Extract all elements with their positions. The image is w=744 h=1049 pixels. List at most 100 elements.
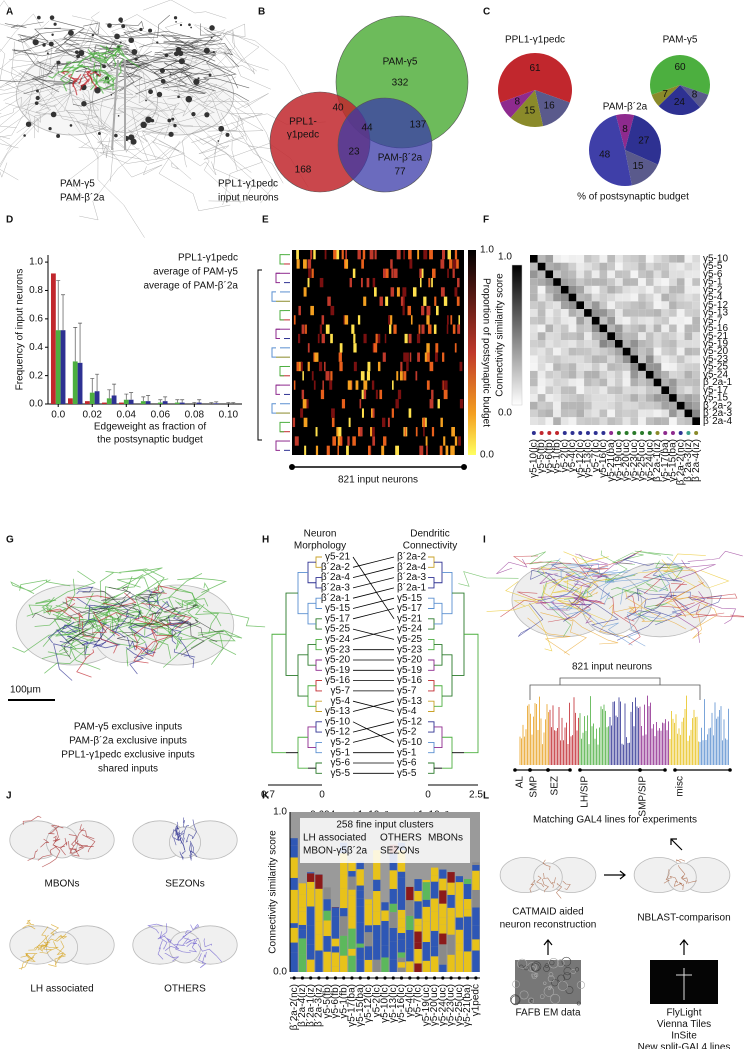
- stack-segment: [381, 920, 389, 930]
- matrix-cell: [669, 401, 677, 410]
- column-label: γ5-10(lc): [529, 439, 540, 478]
- neurite: [210, 45, 257, 72]
- dendrogram: [428, 741, 435, 754]
- group-dot: [325, 976, 329, 980]
- matrix-cell: [568, 394, 577, 402]
- neurite: [682, 877, 697, 884]
- neurite: [17, 34, 44, 85]
- matrix-cell: [684, 332, 693, 340]
- stack-segment: [315, 921, 323, 935]
- group-dot: [317, 976, 321, 980]
- matrix-cell: [692, 355, 700, 364]
- matrix-cell: [638, 409, 646, 418]
- matrix-cell: [645, 301, 654, 310]
- matrix-cell: [615, 262, 623, 271]
- stack-segment: [373, 860, 381, 880]
- matrix-cell: [530, 278, 538, 286]
- neurite: [100, 96, 138, 136]
- bar: [55, 330, 61, 404]
- pie-slice: [500, 90, 535, 118]
- soma: [173, 123, 177, 128]
- panel-letter: G: [6, 535, 14, 546]
- matrix-cell: [568, 301, 577, 310]
- matrix-cell: [645, 401, 654, 410]
- heatmap-cell: [296, 259, 300, 269]
- pie-label: 7: [662, 89, 668, 100]
- error-bar: [231, 402, 236, 404]
- stack-segment: [439, 917, 447, 925]
- error-bar: [78, 322, 83, 363]
- heatmap-cell: [388, 315, 393, 325]
- heatmap-cell: [314, 352, 319, 362]
- soma: [74, 50, 79, 55]
- leaf-label: β´2a-3: [321, 582, 351, 594]
- matrix-cell: [615, 301, 623, 310]
- heatmap-cell: [360, 371, 365, 381]
- tangle-line: [352, 577, 395, 589]
- group-dot: [678, 431, 683, 435]
- soma: [159, 67, 165, 74]
- matrix-cell: [684, 278, 693, 286]
- venn-count: 137: [410, 120, 427, 131]
- group-dot: [383, 976, 387, 980]
- neurite: [68, 73, 78, 83]
- heatmap-cell: [390, 287, 395, 297]
- x-tick-label: 0.04: [117, 410, 137, 421]
- matrix-cell: [661, 285, 670, 294]
- heatmap-cell: [315, 445, 319, 455]
- matrix-cell: [584, 386, 592, 395]
- neurite: [101, 587, 132, 601]
- group-dot: [640, 431, 645, 435]
- error-bar: [146, 395, 151, 402]
- matrix-cell: [530, 301, 538, 310]
- group-dot: [531, 431, 536, 435]
- soma: [23, 134, 26, 137]
- neurite: [157, 619, 192, 639]
- neurite: [40, 944, 59, 951]
- neurite: [35, 104, 90, 148]
- heatmap-cell: [348, 417, 351, 428]
- neurite: [0, 98, 32, 126]
- matrix-cell: [661, 309, 670, 317]
- soma: [145, 99, 147, 102]
- leaf-label: γ5-17: [325, 613, 350, 624]
- stack-segment: [348, 889, 356, 896]
- column-label: γ5-1(fb): [552, 439, 563, 473]
- matrix-cell: [676, 401, 685, 410]
- matrix-cell: [692, 370, 700, 379]
- soma: [128, 134, 135, 141]
- error-bar: [95, 373, 100, 392]
- matrix-cell: [537, 355, 546, 364]
- neurite: [62, 621, 77, 634]
- y-tick-label: 0.4: [29, 342, 43, 353]
- heatmap-cell: [377, 333, 381, 344]
- row-label: γ5-16: [703, 323, 728, 334]
- neurite: [617, 610, 662, 641]
- matrix-cell: [591, 324, 600, 333]
- neurite: [26, 919, 35, 926]
- stack-segment: [414, 931, 422, 943]
- neurite: [159, 931, 168, 950]
- matrix-cell: [584, 355, 592, 364]
- leaf-label: γ5-17: [397, 603, 422, 614]
- tangle-line: [352, 731, 395, 743]
- neurite: [542, 859, 551, 871]
- stack-segment: [439, 878, 447, 891]
- dendrogram: [271, 633, 286, 754]
- pie-label: 24: [674, 97, 686, 108]
- soma: [217, 140, 220, 142]
- matrix-cell: [684, 255, 693, 263]
- heatmap-cell: [402, 305, 405, 316]
- neurite: [125, 647, 145, 675]
- neurite: [667, 875, 678, 883]
- axis-dot: [289, 464, 295, 470]
- column-label: γ5-16(lc): [396, 984, 407, 1023]
- matrix-cell: [615, 409, 623, 418]
- matrix-cell: [692, 255, 700, 263]
- em-texture: [523, 965, 529, 971]
- pie-label: 27: [638, 136, 650, 147]
- dendrogram: [434, 685, 443, 707]
- matrix-cell: [676, 332, 685, 340]
- matrix-cell: [607, 386, 615, 395]
- tangle-line: [352, 556, 395, 620]
